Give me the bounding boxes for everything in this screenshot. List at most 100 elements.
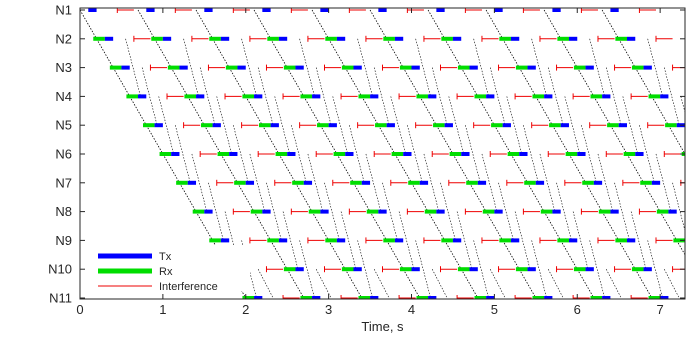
link-line xyxy=(477,96,495,126)
interference-link xyxy=(233,125,249,183)
interference-link xyxy=(473,240,489,299)
link-line xyxy=(576,269,595,299)
y-tick-label: N3 xyxy=(55,60,72,75)
interference-link xyxy=(183,38,199,97)
interference-link xyxy=(465,125,481,183)
x-tick-label: 6 xyxy=(574,302,581,317)
interference-link xyxy=(357,38,373,97)
y-tick-label: N9 xyxy=(55,233,72,248)
link-line xyxy=(311,9,329,39)
interference-link xyxy=(647,240,663,299)
link-line xyxy=(469,182,487,212)
interference-link xyxy=(581,125,597,183)
link-line xyxy=(419,96,437,126)
interference-link xyxy=(456,211,473,270)
link-line xyxy=(137,9,155,39)
interference-link xyxy=(332,96,348,155)
x-axis-label: Time, s xyxy=(361,319,404,334)
interference-link xyxy=(614,182,630,241)
interference-link xyxy=(556,182,572,241)
link-line xyxy=(618,38,636,68)
link-line xyxy=(552,125,570,155)
plot-area xyxy=(80,8,699,299)
interference-link xyxy=(324,182,340,241)
link-line xyxy=(145,125,164,155)
interference-link xyxy=(208,182,224,241)
interference-link xyxy=(448,96,465,155)
link-line xyxy=(527,182,545,212)
y-tick-label: N4 xyxy=(55,89,72,104)
link-line xyxy=(270,240,288,270)
link-line xyxy=(543,211,562,241)
interference-link xyxy=(672,182,685,232)
interference-link xyxy=(481,153,498,212)
interference-link xyxy=(257,269,274,299)
link-line xyxy=(543,9,562,39)
y-tick-label: N6 xyxy=(55,147,72,162)
x-tick-label: 5 xyxy=(491,302,498,317)
legend: Tx Rx Interference xyxy=(90,245,250,293)
link-line xyxy=(80,9,97,39)
interference-link xyxy=(274,96,290,155)
chart-marks xyxy=(80,8,699,299)
link-line xyxy=(386,38,404,68)
link-line xyxy=(535,96,553,126)
interference-link xyxy=(605,67,622,126)
interference-link xyxy=(423,153,440,212)
link-line xyxy=(344,269,363,299)
legend-label-interference: Interference xyxy=(159,281,218,293)
interference-link xyxy=(307,153,324,212)
link-line xyxy=(618,240,636,270)
link-line xyxy=(560,38,578,68)
interference-link xyxy=(158,96,174,155)
y-tick-label: N10 xyxy=(48,262,72,277)
link-line xyxy=(344,67,363,97)
x-tick-label: 3 xyxy=(325,302,332,317)
link-line xyxy=(369,211,387,241)
link-line xyxy=(286,67,305,97)
interference-link xyxy=(315,269,332,299)
link-line xyxy=(494,125,512,155)
interference-link xyxy=(249,153,266,212)
interference-link xyxy=(282,211,299,270)
link-line xyxy=(154,38,172,68)
y-tick-label: N2 xyxy=(55,31,72,46)
interference-link xyxy=(539,153,556,212)
link-line xyxy=(361,96,379,126)
link-line xyxy=(485,9,504,39)
link-line xyxy=(568,153,586,183)
x-tick-label: 0 xyxy=(76,302,83,317)
link-line xyxy=(228,67,247,97)
interference-link xyxy=(498,182,514,241)
link-line xyxy=(286,269,305,299)
x-tick-label: 7 xyxy=(657,302,664,317)
interference-link xyxy=(572,211,589,270)
interference-link xyxy=(689,212,699,270)
interference-link xyxy=(680,96,685,114)
link-line xyxy=(444,240,462,270)
link-line xyxy=(378,125,396,155)
x-axis: 0 1 2 3 4 5 6 7 xyxy=(76,8,664,317)
y-tick-label: N11 xyxy=(49,291,72,306)
link-line xyxy=(452,153,470,183)
link-line xyxy=(170,67,189,97)
link-line xyxy=(328,38,346,68)
link-line xyxy=(253,211,271,241)
interference-link xyxy=(473,38,489,97)
link-line xyxy=(634,269,653,299)
interference-link xyxy=(547,67,564,126)
interference-link xyxy=(373,269,390,299)
link-line xyxy=(212,38,230,68)
interference-link xyxy=(373,67,390,126)
interference-link xyxy=(564,96,581,155)
link-line xyxy=(261,125,280,155)
interference-link xyxy=(531,38,547,97)
link-line xyxy=(518,269,537,299)
link-line xyxy=(610,125,628,155)
interference-link xyxy=(407,125,423,183)
link-line xyxy=(195,9,213,39)
interference-link xyxy=(606,269,622,299)
interference-link xyxy=(431,269,448,299)
link-line xyxy=(112,67,131,97)
interference-link xyxy=(647,38,663,97)
